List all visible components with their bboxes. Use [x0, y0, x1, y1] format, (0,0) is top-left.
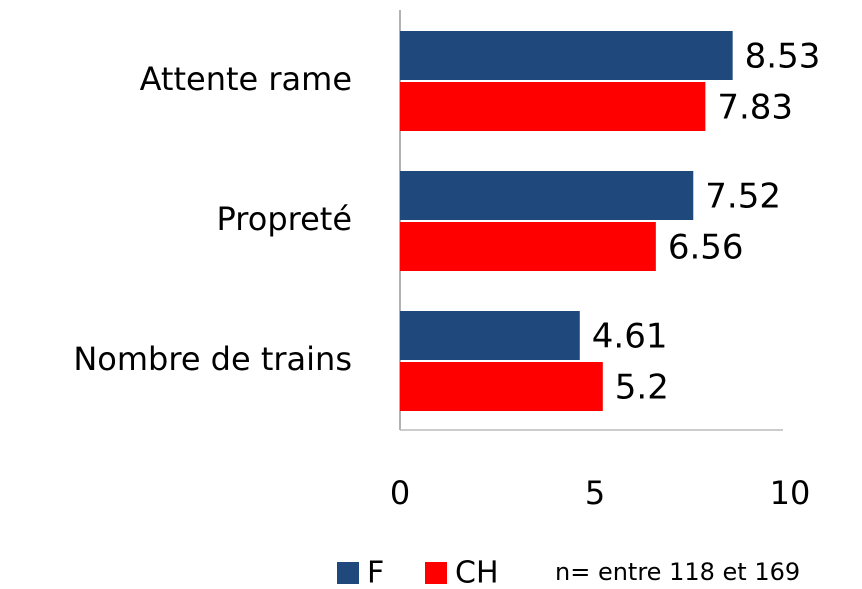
legend-label: CH	[455, 556, 499, 589]
y-tick-label: Nombre de trains	[73, 340, 352, 378]
y-tick-label: Attente rame	[140, 60, 352, 98]
annotation: n= entre 118 et 169	[555, 558, 800, 586]
bar	[400, 362, 603, 411]
x-tick-label: 0	[390, 474, 410, 512]
x-tick-label: 10	[770, 474, 811, 512]
bar	[400, 222, 656, 271]
y-tick-label: Propreté	[217, 200, 352, 238]
bar	[400, 82, 706, 131]
data-label: 4.61	[592, 317, 668, 357]
bar	[400, 31, 733, 80]
data-label: 5.2	[615, 368, 669, 408]
data-label: 8.53	[745, 37, 821, 77]
data-label: 6.56	[668, 228, 744, 268]
bar	[400, 311, 580, 360]
legend-swatch	[425, 562, 447, 584]
data-label: 7.83	[717, 88, 793, 128]
bar	[400, 171, 694, 220]
legend-label: F	[367, 556, 384, 589]
legend-swatch	[337, 562, 359, 584]
data-label: 7.52	[705, 177, 781, 217]
x-tick-label: 5	[585, 474, 605, 512]
